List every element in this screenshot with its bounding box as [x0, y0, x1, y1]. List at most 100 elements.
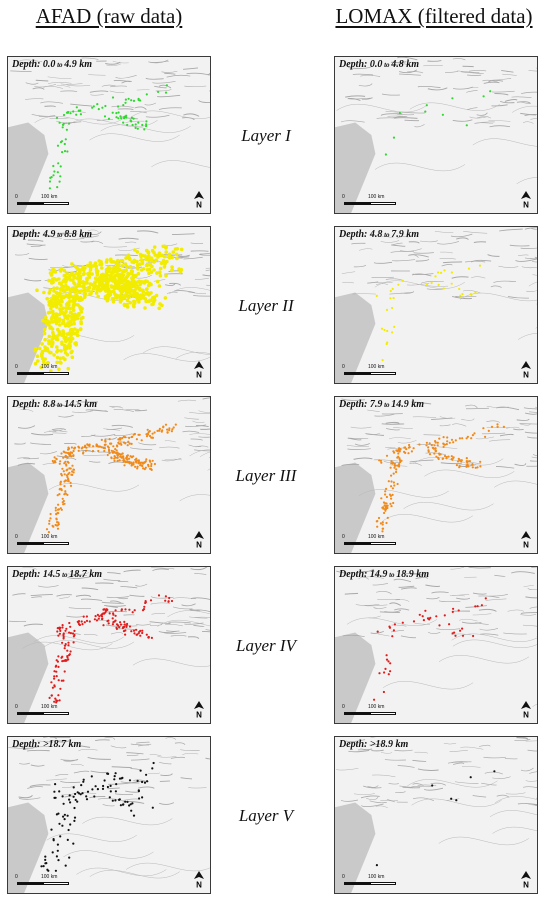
- earthquake-point: [77, 283, 82, 288]
- earthquake-point: [129, 119, 132, 122]
- earthquake-point: [118, 459, 121, 462]
- earthquake-point: [381, 359, 384, 362]
- earthquake-point: [155, 279, 160, 284]
- earthquake-point: [412, 447, 415, 450]
- earthquake-point: [384, 490, 387, 493]
- earthquake-point: [147, 431, 150, 434]
- earthquake-point: [79, 310, 84, 314]
- earthquake-point: [433, 444, 436, 447]
- earthquake-point: [458, 466, 461, 469]
- earthquake-point: [387, 660, 390, 663]
- earthquake-point: [66, 460, 69, 463]
- earthquake-point: [114, 790, 117, 793]
- earthquake-point: [96, 788, 99, 791]
- earthquake-point: [132, 461, 135, 464]
- earthquake-point: [143, 605, 146, 608]
- depth-range-label: Depth: 8.8 to 14.5 km: [12, 399, 98, 410]
- earthquake-point: [141, 290, 145, 294]
- earthquake-point: [125, 280, 130, 285]
- scale-zero-label: 0: [15, 874, 18, 880]
- earthquake-point: [128, 608, 131, 611]
- earthquake-point: [120, 278, 124, 282]
- earthquake-point: [124, 633, 127, 636]
- map-panel-afad-layer-1: Depth: 0.0 to 4.9 km 0 100 km N: [7, 56, 211, 214]
- earthquake-point: [72, 641, 75, 644]
- earthquake-point: [447, 455, 450, 458]
- earthquake-point: [442, 436, 445, 439]
- earthquake-point: [105, 283, 110, 287]
- earthquake-point: [55, 337, 60, 342]
- earthquake-point: [44, 858, 47, 861]
- earthquake-point: [45, 361, 50, 365]
- earthquake-point: [82, 615, 85, 618]
- earthquake-point: [391, 287, 394, 290]
- earthquake-point: [65, 627, 68, 630]
- earthquake-point: [446, 436, 449, 439]
- earthquake-point: [58, 822, 61, 825]
- earthquake-point: [165, 84, 168, 87]
- earthquake-point: [145, 633, 148, 636]
- earthquake-point: [456, 460, 460, 463]
- earthquake-point: [452, 456, 455, 459]
- earthquake-point: [145, 93, 148, 96]
- relief-hatching: [14, 397, 210, 502]
- earthquake-point: [117, 117, 120, 120]
- earthquake-point: [86, 288, 90, 293]
- earthquake-point: [117, 441, 120, 444]
- earthquake-point: [102, 784, 105, 788]
- earthquake-point: [100, 438, 103, 441]
- earthquake-point: [385, 658, 389, 661]
- earthquake-point: [137, 790, 140, 793]
- earthquake-point: [33, 347, 38, 351]
- earthquake-point: [151, 459, 154, 462]
- earthquake-point: [46, 319, 50, 324]
- earthquake-point: [57, 812, 60, 815]
- earthquake-point: [119, 621, 122, 624]
- earthquake-point: [393, 325, 396, 328]
- earthquake-point: [145, 120, 148, 123]
- scale-bar: 0 100 km: [15, 194, 75, 208]
- earthquake-point: [153, 431, 156, 434]
- earthquake-point: [67, 641, 70, 644]
- earthquake-point: [126, 800, 129, 803]
- earthquake-point: [124, 436, 127, 439]
- map-canvas: [8, 567, 210, 723]
- earthquake-point: [382, 501, 386, 504]
- earthquake-point: [61, 795, 64, 798]
- earthquake-point: [120, 274, 124, 279]
- earthquake-point: [390, 462, 393, 465]
- earthquake-point: [125, 298, 130, 303]
- earthquake-point: [72, 635, 75, 638]
- earthquake-point: [487, 429, 490, 432]
- earthquake-point: [150, 464, 153, 468]
- earthquake-point: [397, 452, 400, 455]
- scale-zero-label: 0: [342, 704, 345, 710]
- scale-bar: 0 100 km: [15, 704, 75, 718]
- earthquake-point: [396, 464, 399, 467]
- earthquake-point: [58, 632, 62, 635]
- earthquake-point: [479, 460, 482, 463]
- earthquake-point: [151, 806, 154, 809]
- earthquake-point: [55, 855, 59, 858]
- earthquake-point: [127, 97, 130, 100]
- earthquake-point: [441, 457, 445, 460]
- earthquake-point: [77, 290, 82, 294]
- earthquake-point: [421, 615, 424, 618]
- earthquake-point: [52, 289, 56, 293]
- earthquake-point: [48, 350, 52, 355]
- earthquake-point: [164, 599, 167, 602]
- earthquake-point: [139, 634, 142, 637]
- earthquake-point: [146, 780, 149, 783]
- earthquake-point: [53, 684, 56, 687]
- earthquake-point: [66, 649, 69, 652]
- earthquake-point: [141, 123, 144, 127]
- sea-area: [335, 802, 376, 893]
- earthquake-point: [142, 608, 146, 611]
- earthquake-point: [90, 264, 94, 268]
- earthquake-point: [450, 282, 453, 285]
- earthquake-point: [44, 315, 48, 320]
- earthquake-point: [62, 659, 66, 662]
- earthquake-point: [117, 105, 120, 108]
- earthquake-point: [102, 624, 105, 627]
- earthquake-point: [164, 595, 167, 598]
